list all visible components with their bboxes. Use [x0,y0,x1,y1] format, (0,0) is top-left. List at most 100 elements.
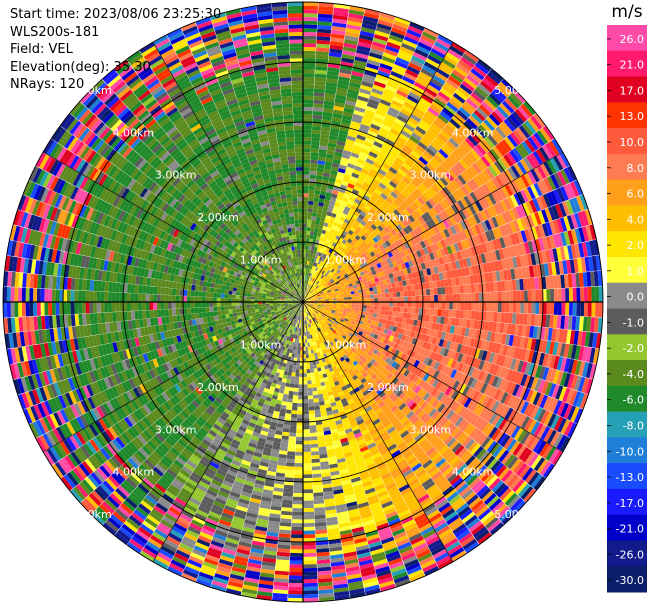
velocity-gate [314,227,319,233]
velocity-gate [312,254,316,259]
velocity-gate [303,167,310,171]
velocity-gate [308,246,312,251]
velocity-gate [308,249,312,254]
velocity-gate [314,77,327,82]
velocity-gate [304,287,307,291]
velocity-gate [331,116,342,123]
velocity-gate [313,103,324,108]
velocity-gate [314,224,320,229]
velocity-gate [347,16,363,24]
field-label: Field: VEL [10,42,73,57]
velocity-gate [314,243,319,248]
velocity-gate [332,22,347,28]
velocity-gate [305,260,308,265]
velocity-gate [304,290,306,295]
velocity-gate [307,219,312,224]
velocity-gate [310,227,315,232]
velocity-gate [306,268,309,273]
velocity-gate [303,110,313,115]
velocity-gate [303,148,311,153]
velocity-gate [317,160,326,165]
velocity-gate [310,250,314,255]
velocity-gate [303,253,306,258]
velocity-gate [315,182,322,188]
velocity-gate [318,225,324,230]
velocity-gate [309,170,317,176]
velocity-gate [312,114,323,120]
velocity-gate [316,51,329,56]
velocity-gate [317,156,326,162]
velocity-gate [310,163,318,168]
velocity-gate [315,216,321,222]
velocity-gate [310,152,319,157]
velocity-gate [314,88,325,94]
velocity-gate [303,182,310,186]
velocity-gate [349,5,365,13]
velocity-gate [303,219,308,224]
velocity-gate [313,247,318,252]
velocity-gate [318,202,324,207]
velocity-gate [311,129,321,135]
velocity-gate [332,109,344,115]
velocity-gate [307,215,312,220]
velocity-gate [303,223,307,228]
velocity-gate [303,39,317,44]
velocity-gate [303,28,317,33]
velocity-gate [325,82,338,88]
velocity-gate [303,103,314,108]
velocity-gate [307,268,310,273]
velocity-gate [303,92,314,96]
velocity-gate [340,65,353,71]
velocity-gate [312,126,322,131]
velocity-gate [315,66,328,71]
velocity-gate [303,137,312,141]
velocity-gate [348,13,364,20]
velocity-gate [318,9,334,15]
velocity-gate [344,39,358,46]
velocity-gate [319,221,325,226]
velocity-gate [315,175,323,180]
velocity-gate [328,135,338,141]
velocity-gate [303,170,310,175]
velocity-gate [335,94,347,101]
velocity-gate [328,52,342,58]
velocity-gate [310,265,313,270]
velocity-gate [317,21,332,26]
velocity-gate [310,223,316,228]
velocity-gate [309,257,313,262]
velocity-gate [304,283,306,288]
nrays-label: NRays: 120 [10,77,85,92]
velocity-gate [321,126,331,132]
velocity-gate [305,272,308,277]
velocity-gate [334,3,350,10]
velocity-gate [306,234,310,239]
velocity-gate [313,107,324,112]
velocity-gate [308,272,311,277]
velocity-gate [324,165,332,170]
velocity-gate [320,217,326,223]
velocity-gate [317,17,333,23]
velocity-gate [304,291,306,295]
velocity-gate [303,58,316,63]
velocity-gate [316,32,331,38]
velocity-gate [309,167,317,172]
velocity-gate [318,6,334,12]
velocity-gate [303,227,307,231]
velocity-gate [320,190,327,196]
velocity-gate [303,249,306,254]
velocity-gate [314,84,326,90]
velocity-gate [307,212,313,217]
velocity-gate [315,239,320,244]
velocity-gate [311,246,315,251]
velocity-gate [326,78,338,84]
velocity-gate [303,118,313,123]
velocity-gate [315,220,320,225]
velocity-gate [319,141,328,147]
velocity-gate [303,13,318,18]
velocity-gate [325,89,337,95]
velocity-gate [318,152,327,158]
velocity-gate [303,62,316,67]
velocity-gate [304,272,307,276]
velocity-gate [303,238,307,243]
velocity-gate [333,11,349,17]
